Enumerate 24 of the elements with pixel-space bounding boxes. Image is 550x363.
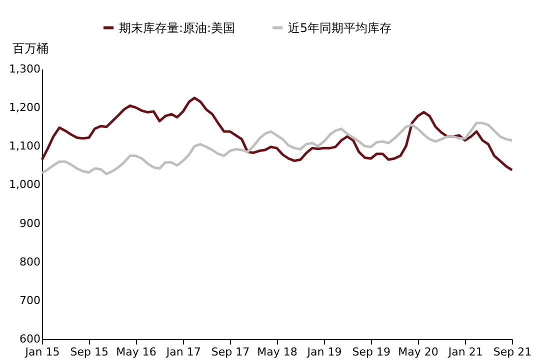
x-tick-label: Jan 17 — [165, 346, 201, 358]
x-tick-label: May 20 — [398, 346, 438, 358]
x-tick-label: Sep 21 — [493, 346, 532, 358]
y-tick-label: 700 — [20, 294, 40, 307]
y-tick-label: 600 — [20, 332, 40, 346]
line-series — [40, 122, 514, 176]
x-tick-label: May 18 — [257, 346, 298, 358]
x-tick-label: Sep 15 — [70, 346, 109, 358]
y-tick-label: 1,100 — [9, 140, 40, 153]
legend-label: 近5年同期平均库存 — [288, 20, 392, 35]
line-series — [40, 96, 514, 172]
x-tick-label: Jan 21 — [447, 346, 483, 358]
x-tick-label: May 16 — [116, 346, 156, 358]
x-tick-label: Sep 17 — [211, 346, 250, 358]
y-tick-label: 1,000 — [9, 178, 40, 192]
x-tick-label: Jan 19 — [306, 346, 342, 358]
x-tick-label: Jan 15 — [24, 346, 60, 358]
y-tick-label: 800 — [20, 255, 40, 268]
legend-label: 期末库存量:原油:美国 — [119, 20, 236, 35]
y-tick-label: 1,300 — [9, 62, 40, 76]
y-tick-label: 900 — [20, 216, 40, 230]
x-tick-label: Sep 19 — [352, 346, 391, 358]
y-axis-title: 百万桶 — [12, 42, 48, 56]
y-tick-label: 1,200 — [9, 101, 40, 114]
